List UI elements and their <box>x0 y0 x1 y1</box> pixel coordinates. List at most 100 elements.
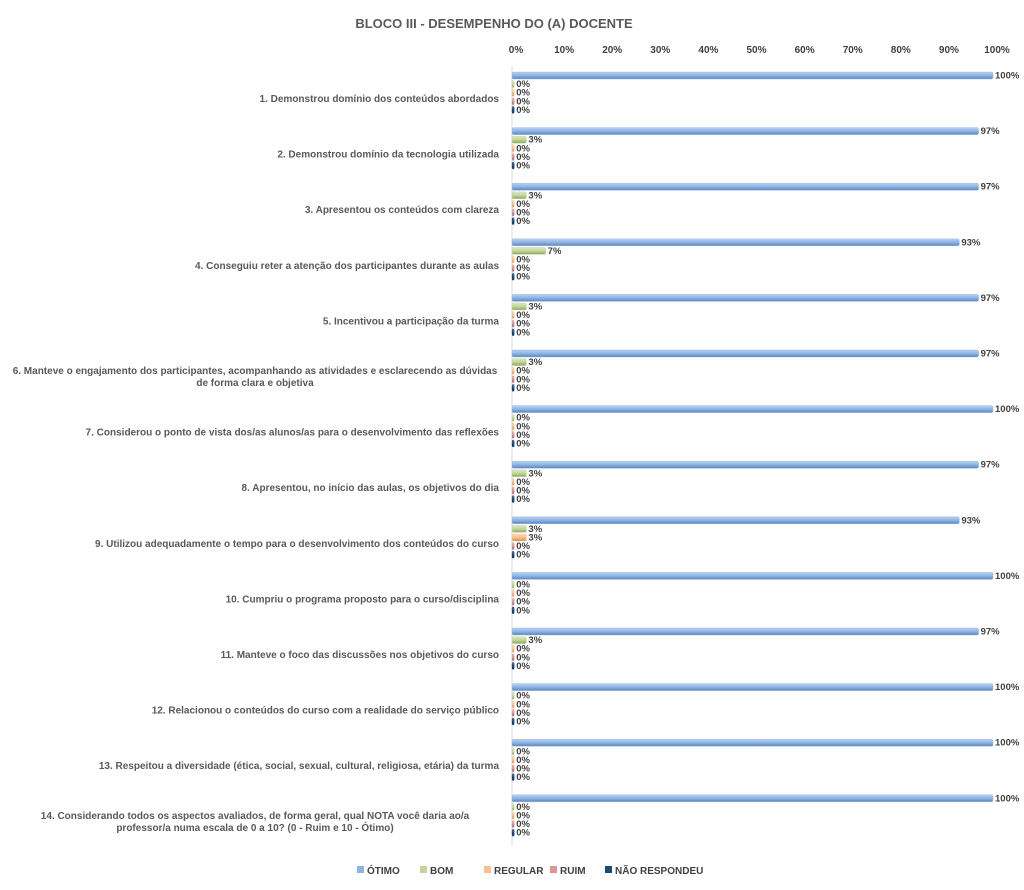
x-axis: 0% 10% 20% 30% 40% 50% 60% 70% 80% 90% 100% <box>509 45 1010 56</box>
bar-bom <box>511 580 515 589</box>
legend-label: REGULAR <box>494 866 544 877</box>
data-label: 0% <box>516 88 530 99</box>
x-tick-label: 60% <box>795 45 815 56</box>
bar-n-o-respondeu <box>511 551 515 559</box>
bar-n-o-respondeu <box>511 829 515 837</box>
data-label: 0% <box>516 494 530 505</box>
category-label: 13. Respeitou a diversidade (ética, soci… <box>99 761 500 772</box>
bar-ruim <box>511 598 515 606</box>
category-label: 12. Relacionou o conteúdos do curso com … <box>152 706 499 717</box>
data-label: 0% <box>516 327 530 338</box>
data-label: 3% <box>528 533 542 544</box>
bar-regular <box>511 533 527 542</box>
data-label: 0% <box>516 255 530 266</box>
x-tick-label: 90% <box>939 45 959 56</box>
bars <box>511 71 994 837</box>
data-label: 0% <box>516 199 530 210</box>
data-label: 0% <box>516 597 530 608</box>
legend-swatch <box>484 866 491 873</box>
data-label: 0% <box>516 477 530 488</box>
bar-n-o-respondeu <box>511 662 515 670</box>
category-label: 4. Conseguiu reter a atenção dos partici… <box>195 261 499 272</box>
bar--timo <box>511 683 994 691</box>
data-label: 97% <box>981 349 1001 360</box>
data-label: 0% <box>516 366 530 377</box>
category-label: 5. Incentivou a participação da turma <box>323 316 500 327</box>
category-label: 11. Manteve o foco das discussões nos ob… <box>221 650 499 661</box>
data-label: 97% <box>981 460 1001 471</box>
bar-bom <box>511 803 515 811</box>
category-labels: 1. Demonstrou domínio dos conteúdos abor… <box>13 94 500 834</box>
bar--timo <box>511 294 979 302</box>
data-label: 0% <box>516 764 530 775</box>
bar-n-o-respondeu <box>511 606 515 614</box>
bar-bom <box>511 636 527 644</box>
data-label: 0% <box>516 430 530 441</box>
bar-ruim <box>511 764 515 773</box>
bar-n-o-respondeu <box>511 328 515 336</box>
data-label: 0% <box>516 216 530 227</box>
data-label: 0% <box>516 588 530 599</box>
category-label: 3. Apresentou os conteúdos com clareza <box>305 205 500 216</box>
bar--timo <box>511 71 994 80</box>
bar-bom <box>511 80 515 88</box>
bar-ruim <box>511 820 515 828</box>
bar--timo <box>511 627 979 636</box>
bar-n-o-respondeu <box>511 495 515 503</box>
x-tick-label: 20% <box>602 45 622 56</box>
legend-label: BOM <box>430 866 453 877</box>
legend-label: RUIM <box>560 866 586 877</box>
bar--timo <box>511 405 994 413</box>
bar-bom <box>511 191 527 200</box>
data-label: 0% <box>516 755 530 766</box>
data-label: 97% <box>981 126 1001 137</box>
data-label: 0% <box>516 802 530 813</box>
category-label: 6. Manteve o engajamento dos participant… <box>13 366 498 377</box>
bar-regular <box>511 255 515 264</box>
bar-ruim <box>511 709 515 717</box>
data-label: 0% <box>516 605 530 616</box>
category-label: 1. Demonstrou domínio dos conteúdos abor… <box>260 94 500 105</box>
bar-regular <box>511 144 515 153</box>
x-tick-label: 10% <box>554 45 574 56</box>
data-label: 100% <box>995 71 1020 82</box>
data-label: 97% <box>981 182 1001 193</box>
data-label: 0% <box>516 819 530 830</box>
category-label: 9. Utilizou adequadamente o tempo para o… <box>95 539 499 550</box>
bar-regular <box>511 88 515 97</box>
bar-n-o-respondeu <box>511 217 515 225</box>
data-label: 3% <box>528 635 542 646</box>
bar-n-o-respondeu <box>511 717 515 726</box>
data-label: 100% <box>995 738 1020 749</box>
category-label: 2. Demonstrou domínio da tecnologia util… <box>277 150 499 161</box>
bar--timo <box>511 572 994 580</box>
data-label: 0% <box>516 541 530 552</box>
data-label: 0% <box>516 644 530 655</box>
data-label: 97% <box>981 627 1001 638</box>
bar-n-o-respondeu <box>511 106 515 114</box>
legend-label: ÓTIMO <box>367 864 400 877</box>
data-label: 0% <box>516 79 530 90</box>
bar-regular <box>511 811 515 820</box>
data-label: 3% <box>528 135 542 146</box>
bar--timo <box>511 238 960 247</box>
category-label: de forma clara e objetiva <box>196 378 314 389</box>
bar-regular <box>511 645 515 653</box>
data-label: 0% <box>516 486 530 497</box>
bar-n-o-respondeu <box>511 773 515 781</box>
bar--timo <box>511 794 994 802</box>
bar-bom <box>511 414 515 422</box>
bar--timo <box>511 461 979 469</box>
bar-ruim <box>511 153 515 161</box>
data-label: 100% <box>995 571 1020 582</box>
legend-swatch <box>605 866 612 873</box>
chart-title: BLOCO III - DESEMPENHO DO (A) DOCENTE <box>355 16 633 31</box>
legend: ÓTIMO BOM REGULAR RUIM NÃO RESPONDEU <box>357 864 703 877</box>
bar-regular <box>511 700 515 708</box>
category-label: 8. Apresentou, no início das aulas, os o… <box>242 483 500 494</box>
bar-bom <box>511 469 527 477</box>
data-label: 100% <box>995 404 1020 415</box>
bar-ruim <box>511 486 515 495</box>
bar-regular <box>511 200 515 208</box>
